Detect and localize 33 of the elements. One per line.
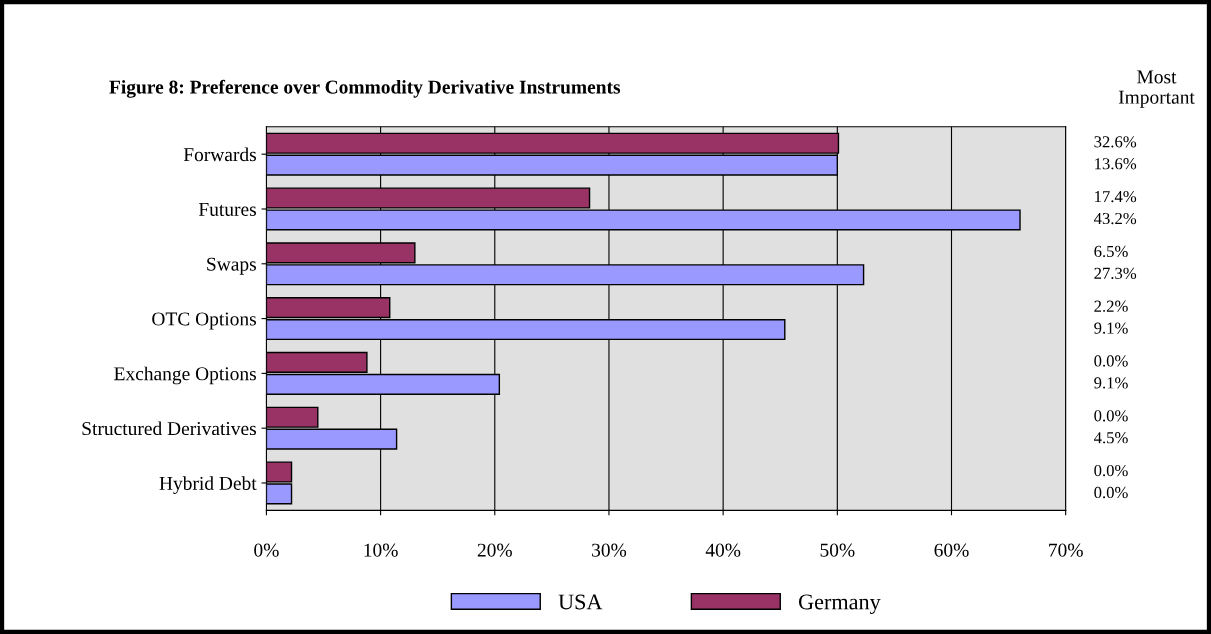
y-tick-label: Futures bbox=[198, 203, 256, 216]
text: 9.1% bbox=[1094, 377, 1128, 389]
x-tick-label: 10% bbox=[364, 543, 398, 557]
text: 0.0% bbox=[1094, 486, 1128, 499]
chart-title: Figure 8: Preference over Commodity Derivative Instruments bbox=[109, 79, 621, 98]
text: 0.0% bbox=[1094, 355, 1128, 367]
y-tick-label: Structured Derivatives bbox=[82, 421, 256, 436]
y-tick-label: Forwards bbox=[183, 147, 256, 162]
x-tick-label: 0% bbox=[254, 543, 279, 557]
text: 4.5% bbox=[1093, 432, 1128, 444]
text: 0.0% bbox=[1094, 410, 1128, 422]
text: 17.4% bbox=[1095, 190, 1137, 203]
legend-label: Germany bbox=[798, 594, 881, 614]
text: 13.6% bbox=[1095, 158, 1137, 170]
x-tick-label: 30% bbox=[592, 543, 627, 557]
text: 9.1% bbox=[1094, 322, 1128, 334]
x-tick-label: 50% bbox=[820, 543, 855, 557]
text: 2.2% bbox=[1094, 300, 1128, 312]
text: 0.0% bbox=[1094, 464, 1128, 477]
text: Most Important bbox=[1118, 70, 1195, 108]
x-tick-label: 40% bbox=[705, 543, 741, 557]
legend-label: USA bbox=[558, 594, 603, 610]
y-tick-label: Swaps bbox=[207, 257, 256, 275]
text: 27.3% bbox=[1094, 267, 1137, 279]
x-tick-label: 20% bbox=[477, 543, 512, 557]
y-tick-label: Hybrid Debt bbox=[159, 476, 257, 494]
x-tick-label: 60% bbox=[934, 543, 969, 557]
x-tick-label: 70% bbox=[1049, 543, 1083, 557]
text: 6.5% bbox=[1094, 245, 1128, 258]
y-tick-label: Exchange Options bbox=[114, 366, 256, 385]
y-tick-label: OTC Options bbox=[152, 312, 256, 330]
text: 32.6% bbox=[1094, 136, 1137, 148]
text: 43.2% bbox=[1093, 212, 1137, 225]
